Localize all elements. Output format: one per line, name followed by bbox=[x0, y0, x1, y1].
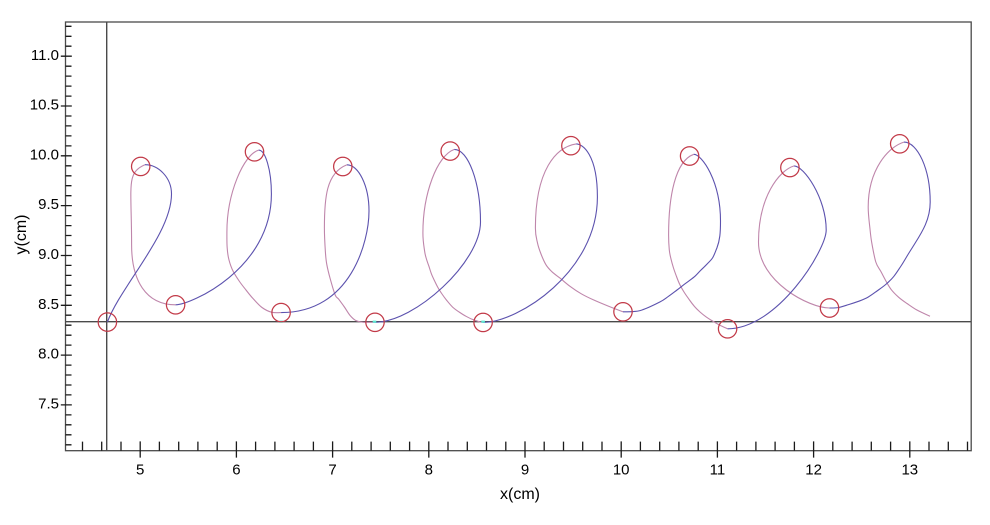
svg-text:11.0: 11.0 bbox=[31, 47, 59, 64]
svg-text:8.0: 8.0 bbox=[38, 346, 59, 363]
svg-text:13: 13 bbox=[901, 462, 918, 479]
svg-text:8.5: 8.5 bbox=[38, 296, 59, 313]
svg-text:11: 11 bbox=[710, 462, 726, 479]
svg-text:5: 5 bbox=[136, 462, 144, 479]
svg-text:9: 9 bbox=[521, 462, 529, 479]
svg-text:12: 12 bbox=[805, 462, 822, 479]
svg-text:8: 8 bbox=[425, 462, 433, 479]
svg-text:x(cm): x(cm) bbox=[500, 486, 540, 503]
svg-text:7: 7 bbox=[328, 462, 336, 479]
svg-text:10.0: 10.0 bbox=[30, 146, 59, 163]
svg-text:9.0: 9.0 bbox=[38, 246, 59, 263]
svg-text:6: 6 bbox=[232, 462, 240, 479]
svg-text:9.5: 9.5 bbox=[38, 196, 59, 213]
svg-text:y(cm): y(cm) bbox=[13, 215, 30, 255]
svg-text:7.5: 7.5 bbox=[38, 396, 59, 413]
svg-text:10.5: 10.5 bbox=[30, 97, 59, 114]
svg-text:10: 10 bbox=[613, 462, 630, 479]
